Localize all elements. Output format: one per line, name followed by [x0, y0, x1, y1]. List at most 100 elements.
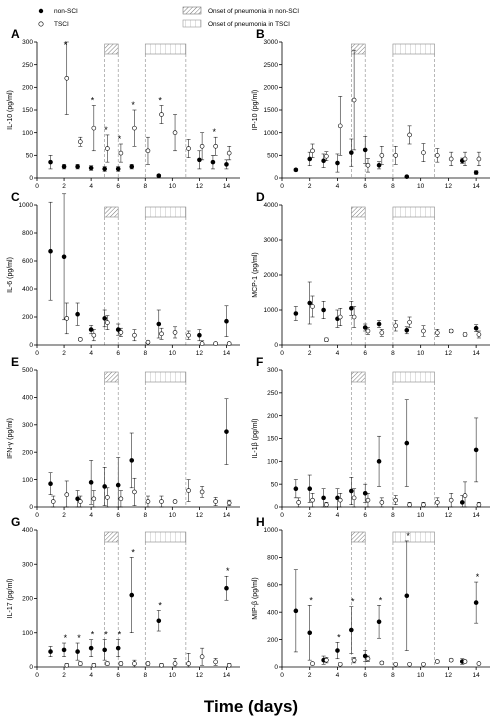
x-tick-label: 2 — [62, 350, 66, 357]
onset-box — [144, 43, 187, 55]
data-point — [91, 125, 97, 131]
y-tick-label: 50 — [26, 153, 34, 160]
data-point — [78, 337, 83, 342]
data-point — [129, 164, 135, 169]
data-point — [132, 125, 137, 131]
significance-mark: * — [131, 100, 135, 110]
data-point — [91, 496, 97, 502]
y-tick-label: 250 — [267, 390, 278, 397]
data-point — [145, 148, 151, 154]
data-point — [132, 332, 137, 338]
x-tick-label: 12 — [445, 672, 453, 679]
y-tick-label: 400 — [22, 286, 33, 293]
onset-box — [144, 531, 187, 543]
data-point — [393, 661, 399, 667]
data-point — [61, 254, 67, 260]
data-point — [407, 661, 412, 667]
data-point — [91, 332, 97, 338]
data-point — [159, 112, 164, 117]
x-tick-label: 8 — [143, 350, 147, 357]
data-point — [118, 330, 124, 335]
x-tick-label: 4 — [89, 350, 93, 357]
data-point — [321, 307, 326, 313]
data-point — [335, 648, 340, 653]
legend-label: TSCI — [54, 21, 69, 28]
data-point — [476, 332, 482, 337]
data-point — [186, 332, 191, 338]
data-point — [64, 75, 70, 81]
data-point — [307, 630, 313, 636]
data-point — [393, 497, 399, 503]
data-point — [132, 661, 137, 666]
y-tick-label: 3000 — [264, 39, 279, 46]
data-point — [75, 164, 80, 169]
data-point — [293, 311, 299, 316]
onset-box — [392, 531, 435, 543]
data-point — [421, 328, 426, 334]
data-point — [199, 654, 205, 660]
panel: C IL-6 (pg/ml) 0 200 400 600 800 1000 0 2 4 6 8 10 12 1… — [7, 190, 240, 357]
significance-mark: * — [158, 95, 162, 105]
x-tick-label: 10 — [169, 183, 177, 190]
data-point — [365, 328, 371, 334]
data-point — [159, 662, 164, 668]
x-tick-label: 6 — [363, 512, 367, 519]
x-tick-label: 4 — [336, 183, 340, 190]
data-point — [105, 661, 110, 666]
data-point — [407, 132, 412, 138]
x-tick-label: 8 — [391, 672, 395, 679]
data-point — [88, 480, 94, 485]
data-point — [307, 156, 313, 162]
y-tick-label: 4000 — [264, 202, 279, 209]
x-tick-label: 2 — [62, 183, 66, 190]
panel: E IFN-γ (pg/ml) 0 100 200 300 400 500 0 2 4 6 8 10 12 1… — [7, 355, 240, 519]
data-point — [310, 661, 315, 666]
data-point — [393, 323, 399, 329]
panel-letter: G — [11, 515, 20, 529]
data-point — [448, 328, 454, 334]
x-tick-label: 14 — [473, 183, 481, 190]
axes — [281, 205, 490, 346]
y-axis-title: IFN-γ (pg/ml) — [7, 418, 14, 459]
data-point — [293, 167, 299, 173]
significance-mark: * — [213, 127, 217, 137]
y-tick-label: 300 — [22, 39, 33, 46]
y-axis-title: IL-1β (pg/ml) — [252, 419, 259, 459]
data-point — [407, 319, 412, 325]
y-tick-label: 300 — [22, 561, 33, 568]
y-tick-label: 1000 — [264, 307, 279, 314]
y-tick-label: 2000 — [264, 85, 279, 92]
data-point — [88, 645, 94, 651]
onset-box — [104, 371, 119, 383]
y-tick-label: 800 — [22, 230, 33, 237]
panel: B IP-10 (pg/ml) 0 500 1000 1500 2000 2500 3000 0 2… — [252, 27, 490, 190]
x-tick-label: 0 — [280, 350, 284, 357]
axes — [281, 370, 490, 508]
data-point — [324, 657, 329, 663]
data-point — [199, 489, 205, 495]
significance-mark: * — [104, 125, 108, 135]
data-point — [393, 153, 399, 158]
x-tick-label: 12 — [196, 350, 204, 357]
y-tick-label: 200 — [22, 314, 33, 321]
data-point — [199, 143, 205, 149]
x-tick-label: 0 — [35, 512, 39, 519]
data-point — [310, 304, 315, 309]
data-point — [64, 662, 70, 668]
y-axis-title: MCP-1 (pg/ml) — [252, 252, 259, 298]
data-point — [145, 499, 151, 504]
y-tick-label: 0 — [274, 175, 278, 182]
x-tick-label: 6 — [116, 672, 120, 679]
data-point — [145, 339, 151, 345]
data-point — [473, 600, 479, 605]
y-tick-label: 0 — [29, 175, 33, 182]
data-point — [421, 150, 426, 155]
data-point — [376, 163, 382, 168]
data-point — [88, 165, 94, 171]
onset-box — [351, 43, 366, 55]
data-point — [159, 499, 164, 504]
data-point — [197, 332, 202, 338]
onset-box — [392, 206, 435, 218]
legend: non-SCI TSCI Onset of pneumonia in non-S… — [38, 6, 299, 28]
